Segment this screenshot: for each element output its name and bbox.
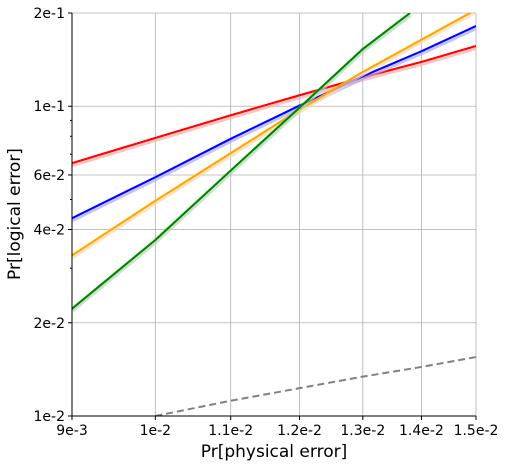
y-axis-label: Pr[logical error] bbox=[5, 148, 25, 280]
series-3-band bbox=[72, 13, 412, 313]
x-tick-label: 1.4e-2 bbox=[399, 423, 444, 439]
series-0-band bbox=[72, 45, 476, 168]
x-tick-label: 9e-3 bbox=[56, 423, 87, 439]
tick-labels: 9e-3 1e-2 1.1e-2 1.2e-2 1.3e-2 1.4e-2 1.5e-21e… bbox=[34, 6, 499, 439]
x-axis-label: Pr[physical error] bbox=[201, 442, 347, 462]
x-tick-label: 1.2e-2 bbox=[277, 423, 322, 439]
y-tick-label: 1e-2 bbox=[34, 409, 65, 425]
axes bbox=[71, 13, 476, 417]
series-group bbox=[72, 13, 476, 416]
series-3-line bbox=[72, 13, 411, 310]
series-1-line bbox=[72, 25, 476, 220]
y-tick-label: 2e-2 bbox=[34, 316, 65, 332]
y-tick-label: 1e-1 bbox=[34, 99, 65, 115]
series-4-line bbox=[155, 356, 476, 416]
x-tick-label: 1.3e-2 bbox=[340, 423, 385, 439]
x-tick-label: 1e-2 bbox=[140, 423, 171, 439]
series-0-line bbox=[72, 45, 476, 165]
y-tick-label: 4e-2 bbox=[34, 223, 65, 239]
series-1-band bbox=[72, 25, 476, 222]
x-tick-label: 1.1e-2 bbox=[208, 423, 253, 439]
x-tick-label: 1.5e-2 bbox=[454, 423, 499, 439]
y-tick-label: 2e-1 bbox=[34, 6, 65, 22]
y-tick-label: 6e-2 bbox=[34, 168, 65, 184]
